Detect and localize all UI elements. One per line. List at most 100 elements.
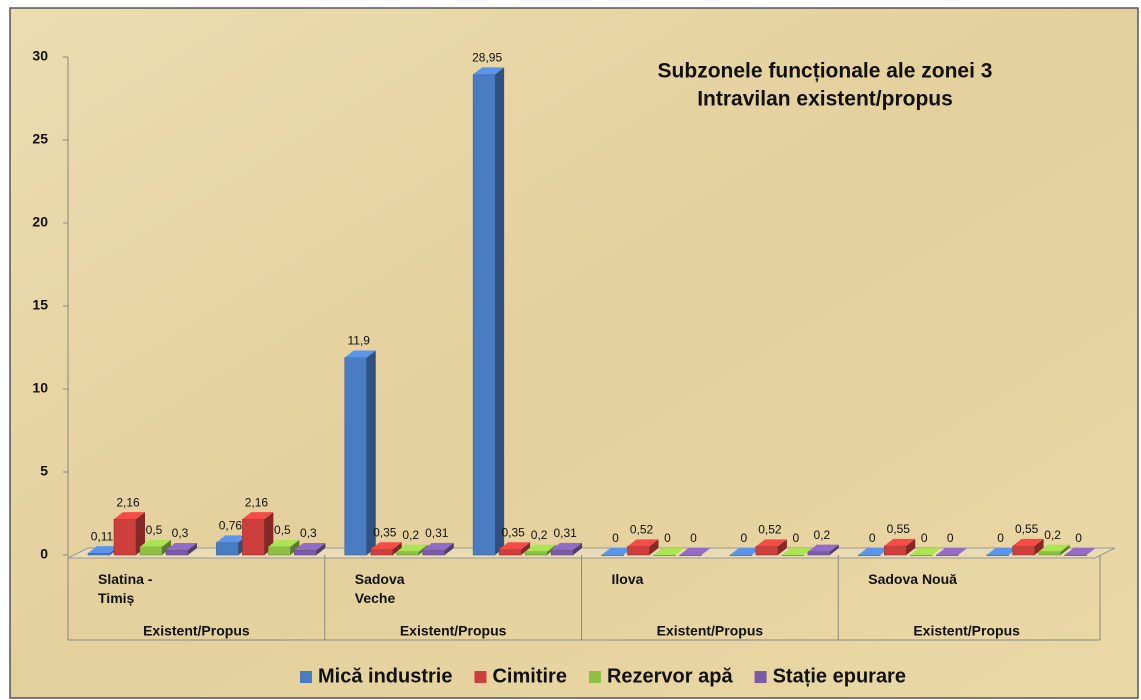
bar [755, 539, 787, 556]
legend-label: Rezervor apă [607, 665, 733, 687]
bar-front [242, 518, 265, 556]
bar-top [88, 546, 119, 554]
bar [807, 544, 839, 556]
bar [627, 539, 659, 556]
bar-top [781, 548, 813, 555]
bar [113, 512, 145, 556]
bar-side [573, 542, 583, 555]
data-label: 0 [997, 531, 1004, 545]
y-tick-label: 25 [32, 131, 48, 147]
bar-front [216, 542, 239, 556]
y-tick-label: 15 [32, 297, 48, 313]
data-label: 0 [921, 531, 928, 545]
legend-swatch [588, 671, 601, 683]
data-label: 0,55 [1015, 522, 1039, 536]
data-label: 0 [1075, 531, 1082, 545]
bar-front [87, 552, 111, 556]
data-label: 0 [741, 531, 748, 545]
bar-top [1012, 538, 1044, 546]
bar-top [1064, 548, 1096, 555]
bar-side [136, 512, 145, 555]
bar-top [140, 539, 171, 547]
bar-top [216, 535, 248, 543]
data-label: 0,52 [630, 523, 654, 537]
data-label: 0 [793, 531, 800, 545]
y-tick-label: 20 [32, 214, 48, 230]
data-label: 0,76 [219, 519, 243, 533]
bar-front [679, 554, 702, 556]
data-label: 0,31 [553, 526, 577, 540]
bar-front [113, 518, 137, 556]
bar-side [290, 539, 300, 555]
bar-top [294, 543, 326, 551]
bar-side [829, 544, 839, 555]
bar-top [422, 542, 454, 550]
bar-side [444, 542, 454, 555]
bar-front [653, 554, 676, 556]
bar-top [627, 539, 659, 547]
bar-front [524, 551, 548, 556]
bar-front [498, 548, 522, 556]
bar-front [1064, 554, 1087, 556]
data-label: 0,2 [402, 528, 419, 542]
bar-top [910, 548, 942, 555]
bar-front [755, 546, 779, 556]
x-tick-label: Ilova [611, 571, 644, 587]
bar-front [370, 548, 393, 556]
bar-front [294, 549, 317, 556]
data-label: 0,31 [425, 526, 449, 540]
data-label: 0,3 [300, 526, 317, 540]
data-label: 0,5 [146, 523, 163, 537]
bar-top [396, 544, 428, 552]
bar [472, 67, 505, 556]
bar-side [495, 67, 505, 556]
bar-front [910, 554, 933, 556]
data-label: 0,35 [501, 525, 525, 539]
data-label: 0 [947, 531, 954, 545]
bar-top [807, 544, 839, 552]
bar-side [162, 539, 171, 555]
group-label: Existent/Propus [657, 623, 764, 639]
bar-front [936, 554, 959, 556]
bar-top [114, 512, 145, 520]
bar-front [344, 357, 367, 556]
data-label: 2,16 [245, 495, 269, 509]
bar-top [653, 548, 685, 555]
bar-side [777, 539, 787, 555]
bar-front [268, 546, 291, 556]
bar-front [165, 549, 189, 556]
bar [294, 543, 326, 556]
bar-front [781, 554, 805, 556]
bar-top [884, 538, 916, 546]
bar-top [755, 539, 787, 547]
y-tick-label: 0 [40, 546, 48, 562]
bar [1038, 544, 1070, 556]
legend-label: Mică industrie [318, 665, 452, 687]
bar-side [316, 543, 326, 555]
bar-top [242, 512, 274, 520]
legend-swatch [300, 671, 312, 683]
bar [1012, 538, 1044, 556]
bar [679, 548, 711, 556]
bar-side [366, 350, 376, 555]
bar-top [986, 548, 1018, 555]
data-label: 28,95 [472, 51, 502, 65]
bar-front [139, 546, 163, 556]
bar-top [1038, 544, 1070, 552]
bar-side [188, 543, 197, 555]
floor [67, 547, 1116, 559]
bar-front [858, 554, 881, 556]
data-label: 0,3 [172, 526, 189, 540]
bar [396, 544, 428, 556]
legend-label: Cimitire [492, 665, 566, 687]
bar [910, 548, 942, 556]
bar [1064, 548, 1096, 556]
bar-top [473, 67, 505, 75]
bar [268, 539, 300, 556]
bar-side [521, 542, 531, 555]
group-label: Existent/Propus [400, 623, 507, 639]
data-label: 0,5 [274, 523, 291, 537]
bar-front [884, 545, 907, 556]
